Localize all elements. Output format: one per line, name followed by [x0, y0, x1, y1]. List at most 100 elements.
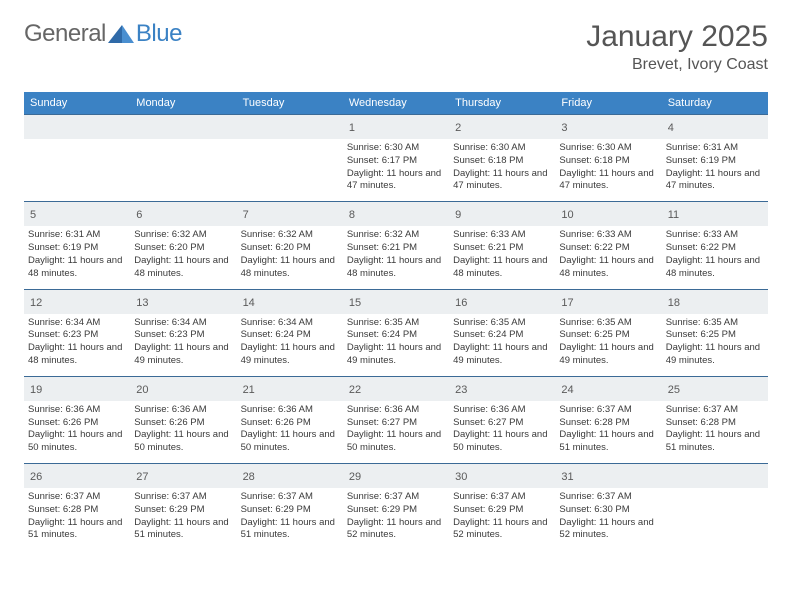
logo: General Blue [24, 20, 182, 48]
day-number: 18 [668, 297, 680, 309]
daynum-row: 8 [343, 201, 449, 226]
day-number: 23 [455, 384, 467, 396]
day-number: 24 [561, 384, 573, 396]
sunset-line: Sunset: 6:22 PM [559, 242, 657, 255]
calendar-cell: 0 [24, 114, 130, 201]
sunrise-line: Sunrise: 6:36 AM [134, 404, 232, 417]
daynum-row: 15 [343, 289, 449, 314]
calendar-cell: 19Sunrise: 6:36 AMSunset: 6:26 PMDayligh… [24, 376, 130, 463]
calendar-cell: 6Sunrise: 6:32 AMSunset: 6:20 PMDaylight… [130, 201, 236, 288]
logo-text-general: General [24, 20, 106, 48]
sunrise-line: Sunrise: 6:37 AM [666, 404, 764, 417]
sunset-line: Sunset: 6:26 PM [28, 417, 126, 430]
calendar-cell: 0 [237, 114, 343, 201]
sunrise-line: Sunrise: 6:36 AM [28, 404, 126, 417]
sunset-line: Sunset: 6:20 PM [134, 242, 232, 255]
daynum-row: 7 [237, 201, 343, 226]
calendar-cell: 16Sunrise: 6:35 AMSunset: 6:24 PMDayligh… [449, 289, 555, 376]
sunrise-line: Sunrise: 6:36 AM [347, 404, 445, 417]
day-details: Sunrise: 6:35 AMSunset: 6:24 PMDaylight:… [347, 317, 445, 368]
calendar-cell: 22Sunrise: 6:36 AMSunset: 6:27 PMDayligh… [343, 376, 449, 463]
day-number: 14 [243, 297, 255, 309]
daylight-line: Daylight: 11 hours and 49 minutes. [347, 342, 445, 368]
sunrise-line: Sunrise: 6:35 AM [666, 317, 764, 330]
day-number: 3 [561, 122, 567, 134]
calendar-week-row: 12Sunrise: 6:34 AMSunset: 6:23 PMDayligh… [24, 289, 768, 376]
day-number: 30 [455, 471, 467, 483]
calendar-cell: 10 Sunrise: 6:33 AMSunset: 6:22 PMDayligh… [555, 201, 661, 288]
day-details: Sunrise: 6:32 AMSunset: 6:20 PMDaylight:… [134, 229, 232, 280]
daylight-line: Daylight: 11 hours and 52 minutes. [559, 517, 657, 543]
daylight-line: Daylight: 11 hours and 52 minutes. [347, 517, 445, 543]
daynum-row: 28 [237, 463, 343, 488]
weekday-header-cell: Wednesday [343, 92, 449, 114]
calendar-cell: 24Sunrise: 6:37 AMSunset: 6:28 PMDayligh… [555, 376, 661, 463]
day-number: 10 [561, 209, 573, 221]
daynum-row: 9 [449, 201, 555, 226]
calendar-cell: 25Sunrise: 6:37 AMSunset: 6:28 PMDayligh… [662, 376, 768, 463]
daylight-line: Daylight: 11 hours and 48 minutes. [559, 255, 657, 281]
daylight-line: Daylight: 11 hours and 51 minutes. [666, 429, 764, 455]
sunset-line: Sunset: 6:29 PM [241, 504, 339, 517]
daynum-row: 4 [662, 114, 768, 139]
day-number: 17 [561, 297, 573, 309]
day-details: Sunrise: 6:33 AMSunset: 6:21 PMDaylight:… [453, 229, 551, 280]
daynum-row: 29 [343, 463, 449, 488]
weekday-header-cell: Monday [130, 92, 236, 114]
sunrise-line: Sunrise: 6:37 AM [347, 491, 445, 504]
logo-text-blue: Blue [136, 20, 182, 48]
day-number: 28 [243, 471, 255, 483]
daylight-line: Daylight: 11 hours and 48 minutes. [134, 255, 232, 281]
daynum-row: 14 [237, 289, 343, 314]
weekday-header-cell: Tuesday [237, 92, 343, 114]
sunset-line: Sunset: 6:18 PM [559, 155, 657, 168]
sunset-line: Sunset: 6:29 PM [347, 504, 445, 517]
daylight-line: Daylight: 11 hours and 48 minutes. [347, 255, 445, 281]
sunset-line: Sunset: 6:23 PM [134, 329, 232, 342]
sunrise-line: Sunrise: 6:31 AM [28, 229, 126, 242]
day-details: Sunrise: 6:32 AMSunset: 6:21 PMDaylight:… [347, 229, 445, 280]
sunset-line: Sunset: 6:29 PM [453, 504, 551, 517]
sunrise-line: Sunrise: 6:37 AM [241, 491, 339, 504]
sunrise-line: Sunrise: 6:33 AM [559, 229, 657, 242]
day-number: 8 [349, 209, 355, 221]
logo-triangle-icon [108, 23, 134, 45]
day-number: 13 [136, 297, 148, 309]
daynum-row: 25 [662, 376, 768, 401]
sunset-line: Sunset: 6:29 PM [134, 504, 232, 517]
daylight-line: Daylight: 11 hours and 47 minutes. [559, 168, 657, 194]
day-details: Sunrise: 6:34 AMSunset: 6:24 PMDaylight:… [241, 317, 339, 368]
day-details: Sunrise: 6:34 AMSunset: 6:23 PMDaylight:… [134, 317, 232, 368]
calendar: SundayMondayTuesdayWednesdayThursdayFrid… [24, 92, 768, 550]
calendar-cell: 15 Sunrise: 6:35 AMSunset: 6:24 PMDayligh… [343, 289, 449, 376]
sunrise-line: Sunrise: 6:35 AM [559, 317, 657, 330]
calendar-cell: 9 Sunrise: 6:33 AMSunset: 6:21 PMDaylight… [449, 201, 555, 288]
daylight-line: Daylight: 11 hours and 47 minutes. [666, 168, 764, 194]
day-details: Sunrise: 6:36 AMSunset: 6:27 PMDaylight:… [453, 404, 551, 455]
calendar-cell: 11Sunrise: 6:33 AMSunset: 6:22 PMDayligh… [662, 201, 768, 288]
weekday-header-row: SundayMondayTuesdayWednesdayThursdayFrid… [24, 92, 768, 114]
sunset-line: Sunset: 6:27 PM [347, 417, 445, 430]
daylight-line: Daylight: 11 hours and 49 minutes. [666, 342, 764, 368]
daynum-row: 26 [24, 463, 130, 488]
weekday-header-cell: Saturday [662, 92, 768, 114]
daynum-row: 10 [555, 201, 661, 226]
daylight-line: Daylight: 11 hours and 51 minutes. [559, 429, 657, 455]
weekday-header-cell: Friday [555, 92, 661, 114]
daynum-row: 13 [130, 289, 236, 314]
daynum-row: 21 [237, 376, 343, 401]
sunrise-line: Sunrise: 6:34 AM [28, 317, 126, 330]
calendar-cell: 14 Sunrise: 6:34 AMSunset: 6:24 PMDayligh… [237, 289, 343, 376]
day-details: Sunrise: 6:35 AMSunset: 6:24 PMDaylight:… [453, 317, 551, 368]
daylight-line: Daylight: 11 hours and 51 minutes. [134, 517, 232, 543]
calendar-cell: 5Sunrise: 6:31 AMSunset: 6:19 PMDaylight… [24, 201, 130, 288]
daylight-line: Daylight: 11 hours and 48 minutes. [241, 255, 339, 281]
calendar-cell: 23 Sunrise: 6:36 AMSunset: 6:27 PMDayligh… [449, 376, 555, 463]
daylight-line: Daylight: 11 hours and 50 minutes. [241, 429, 339, 455]
daynum-row: 12 [24, 289, 130, 314]
calendar-cell: 12Sunrise: 6:34 AMSunset: 6:23 PMDayligh… [24, 289, 130, 376]
sunrise-line: Sunrise: 6:37 AM [28, 491, 126, 504]
daylight-line: Daylight: 11 hours and 50 minutes. [347, 429, 445, 455]
daynum-row: 23 [449, 376, 555, 401]
calendar-cell: 2Sunrise: 6:30 AMSunset: 6:18 PMDaylight… [449, 114, 555, 201]
